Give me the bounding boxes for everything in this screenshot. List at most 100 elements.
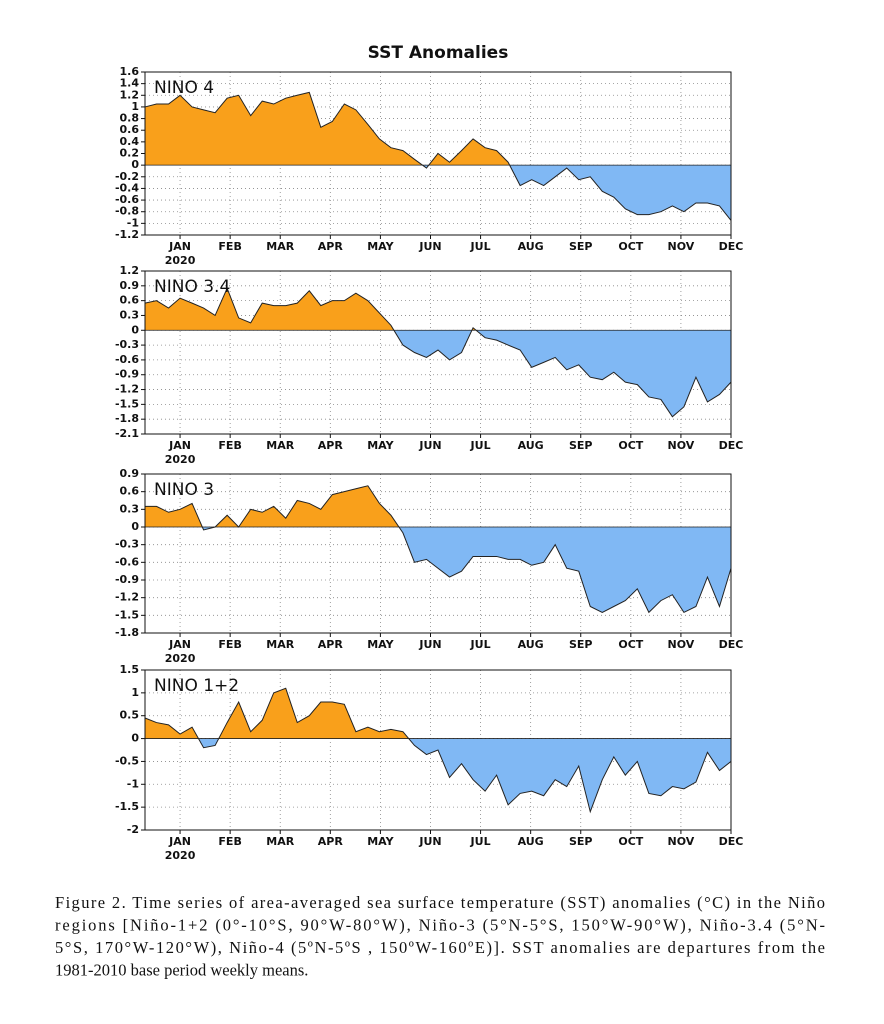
x-tick-label: APR (318, 439, 344, 452)
x-tick-label: MAY (367, 638, 394, 651)
y-tick-label: -0.9 (115, 368, 139, 381)
plot-frame (144, 669, 732, 831)
x-tick-label: JUN (418, 240, 441, 253)
x-tick-label: FEB (218, 638, 241, 651)
y-tick-label: -1.5 (115, 397, 139, 410)
y-tick-label: 1.5 (120, 663, 140, 676)
y-tick-label: 0.3 (120, 502, 140, 515)
x-tick-label: JAN (168, 439, 191, 452)
x-tick-label: AUG (518, 240, 544, 253)
y-tick-label: -0.2 (115, 170, 139, 183)
y-tick-label: -1.5 (115, 800, 139, 813)
positive-area (145, 92, 510, 166)
y-tick-label: -1.2 (115, 228, 139, 241)
y-tick-label: -0.3 (115, 338, 139, 351)
x-tick-label: JAN (168, 240, 191, 253)
negative-area (198, 738, 731, 812)
series-line (144, 286, 732, 418)
x-tick-label: JUL (470, 439, 491, 452)
y-tick-label: 0.4 (120, 135, 140, 148)
x-tick-label: AUG (518, 835, 544, 848)
positive-area (145, 688, 731, 739)
x-tick-label: DEC (719, 439, 744, 452)
y-tick-label: 0.6 (120, 123, 140, 136)
x-tick-label: JAN (168, 638, 191, 651)
panel-label: NINO 1+2 (154, 676, 239, 696)
y-tick-label: 1.2 (120, 88, 140, 101)
y-tick-label: 0 (131, 158, 139, 171)
x-tick-label: DEC (719, 240, 744, 253)
x-tick-label: APR (318, 240, 344, 253)
series-line (145, 485, 732, 614)
x-tick-label: MAR (266, 240, 294, 253)
y-tick-label: -2 (127, 823, 139, 836)
y-tick-label: -0.5 (115, 754, 139, 767)
y-tick-label: -0.9 (115, 573, 139, 586)
x-tick-label: FEB (218, 835, 241, 848)
x-tick-label: JUN (418, 638, 441, 651)
x-tick-label: NOV (668, 638, 695, 651)
x-tick-label: JUN (418, 439, 441, 452)
y-tick-label: 0.6 (120, 294, 140, 307)
y-tick-label: -1 (127, 216, 139, 229)
x-tick-label: DEC (719, 638, 744, 651)
y-tick-label: 1.6 (120, 65, 140, 78)
y-tick-label: 0 (131, 732, 139, 745)
y-tick-label: -0.6 (115, 353, 139, 366)
y-tick-label: -1.2 (115, 591, 139, 604)
caption-line: 5°S, 170°W-120°W), Niño-4 (5ºN-5ºS , 150… (55, 938, 825, 957)
y-tick-label: 1.2 (120, 264, 140, 277)
y-tick-label: -1.8 (115, 412, 139, 425)
x-tick-label: SEP (569, 835, 593, 848)
caption-line: regions [Niño-1+2 (0°-10°S, 90°W-80°W), … (55, 916, 825, 935)
plot-frame (144, 473, 732, 634)
x-tick-label: SEP (569, 638, 593, 651)
x-tick-label: FEB (218, 240, 241, 253)
y-tick-label: 0.6 (120, 485, 140, 498)
y-tick-label: 1 (131, 100, 139, 113)
x-tick-label: MAR (266, 835, 294, 848)
y-tick-label: 0 (131, 520, 139, 533)
y-tick-label: 0.3 (120, 308, 140, 321)
panel-label: NINO 3.4 (154, 277, 230, 297)
y-tick-label: -0.6 (115, 555, 139, 568)
x-tick-label: OCT (618, 240, 643, 253)
x-tick-label: DEC (719, 835, 744, 848)
y-tick-label: 0.8 (120, 112, 140, 125)
y-tick-label: -0.8 (115, 205, 139, 218)
y-tick-label: 0.2 (120, 147, 140, 160)
x-tick-label: OCT (618, 638, 643, 651)
x-tick-label: JUL (470, 638, 491, 651)
x-tick-label: AUG (518, 638, 544, 651)
x-tick-label: MAR (266, 439, 294, 452)
panel: 0.9 0.6 0.3 0 -0.3 -0.6 -0.9 -1.2 -1.5 -1.8 JAN202… (115, 467, 743, 665)
plot-frame (144, 71, 732, 236)
x-tick-label: MAY (367, 439, 394, 452)
panel: 1.2 0.9 0.60.3 0 -0.3 -0.6 -0.9 -1.2-1.5 -1.8 -2.… (115, 264, 743, 466)
y-tick-label: -1 (127, 777, 139, 790)
panel-label: NINO 3 (154, 480, 214, 500)
x-tick-label: NOV (668, 439, 695, 452)
x-tick-label: JUN (418, 835, 441, 848)
x-tick-label: SEP (569, 439, 593, 452)
y-tick-label: -2.1 (115, 427, 139, 440)
caption-line: 1981-2010 base period weekly means. (55, 961, 308, 980)
x-tick-label: MAR (266, 638, 294, 651)
y-tick-label: 0.9 (120, 467, 140, 480)
positive-area (145, 288, 477, 331)
x-tick-label: JUL (470, 240, 491, 253)
panels: 1.61.41.210.80.60.40.20-0.2-0.4-0.6-0.8-… (115, 65, 743, 862)
y-tick-label: -1.2 (115, 383, 139, 396)
x-tick-label: OCT (618, 439, 643, 452)
y-tick-label: 0.9 (120, 279, 140, 292)
series-line (144, 687, 732, 814)
series-line (144, 91, 732, 221)
caption-line: Figure 2. Time series of area-averaged s… (55, 893, 825, 912)
year-label: 2020 (165, 652, 196, 665)
x-tick-label: APR (318, 835, 344, 848)
y-tick-label: -1.8 (115, 626, 139, 639)
negative-area (145, 330, 731, 417)
negative-area (145, 165, 731, 221)
